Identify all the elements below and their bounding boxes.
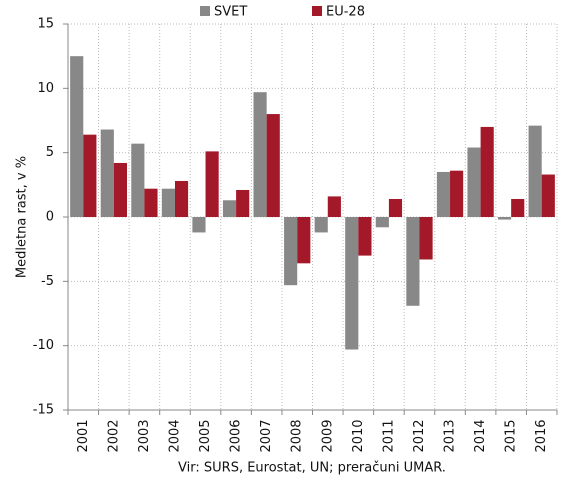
x-tick-label: 2015	[504, 419, 519, 452]
y-tick-label: -15	[33, 403, 54, 418]
x-tick-label: 2008	[290, 419, 305, 452]
bar	[450, 170, 464, 217]
bar	[297, 217, 311, 264]
bar	[222, 200, 237, 217]
bar	[375, 217, 389, 228]
bar	[314, 217, 328, 233]
x-tick-label: 2016	[534, 419, 549, 452]
x-tick-label: 2009	[320, 419, 335, 452]
bar	[174, 180, 189, 217]
x-tick-label: 2011	[381, 419, 396, 452]
bar	[192, 217, 206, 233]
bar	[113, 162, 127, 217]
legend-label: SVET	[214, 5, 247, 20]
x-tick-label: 2007	[259, 419, 274, 452]
bar	[144, 188, 158, 217]
x-tick-label: 2012	[412, 419, 427, 452]
x-tick-label: 2013	[443, 419, 458, 452]
bar	[83, 134, 97, 217]
y-tick-label: -5	[41, 274, 54, 289]
bar	[266, 114, 280, 217]
x-tick-label: 2001	[76, 419, 91, 452]
x-tick-label: 2010	[351, 419, 366, 452]
bar	[358, 217, 372, 256]
legend-swatch	[312, 6, 322, 16]
y-tick-label: 10	[37, 81, 54, 96]
bar	[419, 217, 433, 260]
x-tick-label: 2014	[473, 419, 488, 452]
bar	[345, 217, 359, 350]
bar	[436, 171, 451, 217]
bar	[511, 198, 525, 217]
bar	[284, 217, 298, 286]
bar	[70, 56, 84, 217]
x-tick-label: 2004	[167, 419, 182, 452]
bar	[388, 198, 403, 217]
bar	[327, 196, 341, 217]
x-tick-label: 2005	[198, 419, 213, 452]
y-tick-label: 0	[46, 210, 54, 225]
x-tick-label: 2003	[137, 419, 152, 452]
bar	[100, 129, 114, 217]
x-tick-label: 2006	[229, 419, 244, 452]
bar	[480, 126, 494, 217]
bar	[528, 125, 542, 217]
bar	[236, 189, 250, 217]
bar	[131, 143, 145, 217]
x-tick-label: 2002	[106, 419, 121, 452]
y-axis-label: Medletna rast, v %	[15, 156, 30, 278]
bar	[498, 217, 512, 220]
bar	[253, 92, 267, 217]
y-tick-label: 15	[37, 17, 54, 32]
legend-label: EU-28	[326, 5, 365, 20]
bar	[406, 217, 420, 306]
legend-swatch	[200, 6, 210, 16]
bar	[541, 174, 555, 217]
bar	[467, 147, 481, 217]
y-tick-label: -10	[33, 338, 54, 353]
bar	[205, 151, 219, 217]
y-tick-label: 5	[46, 145, 54, 160]
x-axis-label: Vir: SURS, Eurostat, UN; preračuni UMAR.	[178, 461, 446, 476]
bar	[161, 188, 175, 217]
